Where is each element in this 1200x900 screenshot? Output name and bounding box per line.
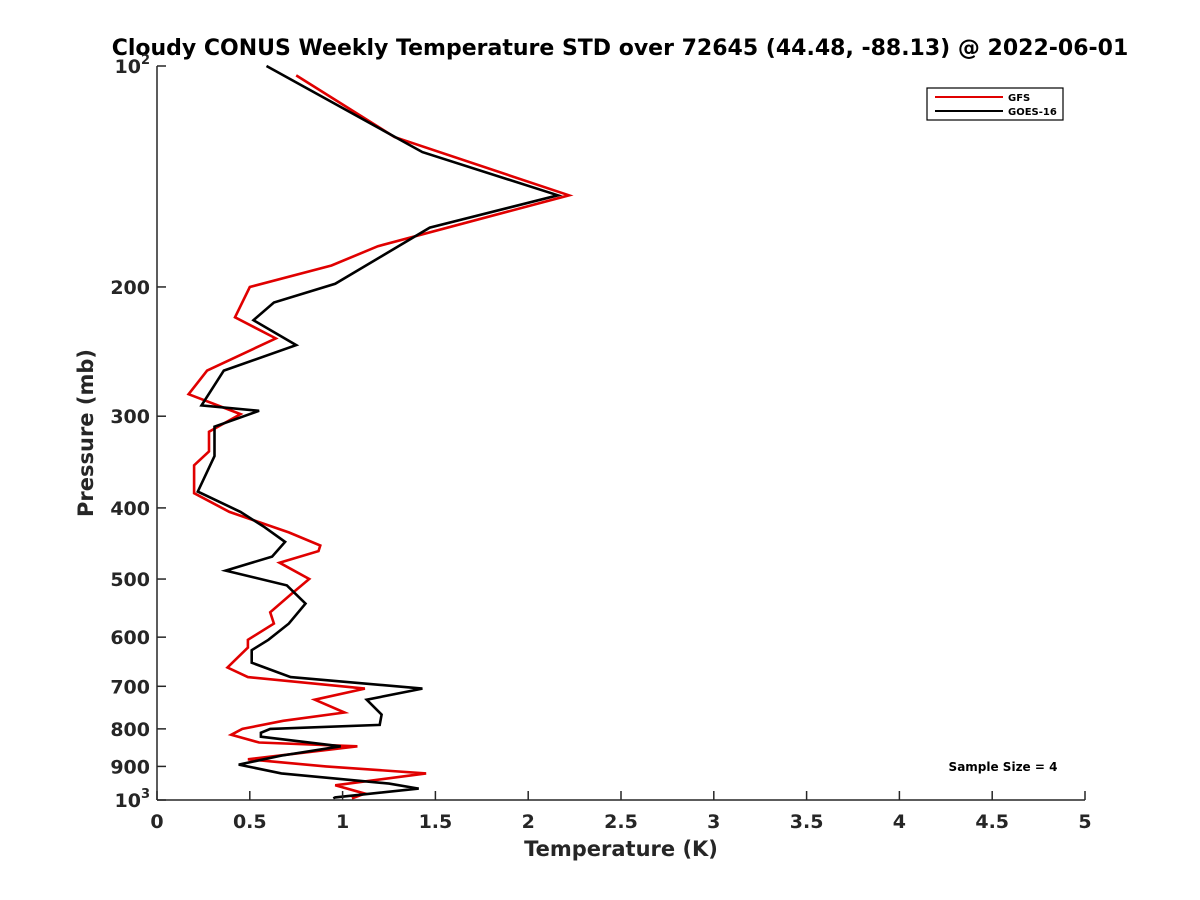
x-tick-label: 3.5: [790, 811, 824, 833]
x-tick-label: 4.5: [975, 811, 1009, 833]
y-tick-label: 400: [110, 498, 150, 520]
legend: GFS GOES-16: [926, 87, 1064, 121]
x-tick-label: 5: [1078, 811, 1091, 833]
series-line-goes16: [196, 64, 563, 800]
x-axis-label: Temperature (K): [524, 837, 718, 861]
x-tick-label: 1: [336, 811, 349, 833]
x-tick-label: 4: [893, 811, 906, 833]
x-ticks: 0 0.5 1 1.5 2 2.5 3 3.5 4 4.5 5: [150, 791, 1092, 833]
x-tick-label: 1.5: [419, 811, 453, 833]
plot-area: 0 0.5 1 1.5 2 2.5 3 3.5 4 4.5 5 102 200 300 400 500 600…: [110, 53, 1091, 833]
sample-size-annotation: Sample Size = 4: [949, 760, 1058, 774]
x-tick-label: 3: [707, 811, 720, 833]
series-layer: [186, 64, 574, 800]
y-tick-label: 700: [110, 676, 150, 698]
x-tick-label: 0: [150, 811, 163, 833]
axes-frame: [157, 66, 1085, 800]
y-tick-label: 900: [110, 756, 150, 778]
x-tick-label: 2: [522, 811, 535, 833]
y-tick-label: 200: [110, 277, 150, 299]
legend-label-goes16: GOES-16: [1008, 107, 1057, 118]
y-tick-label: 102: [115, 53, 151, 78]
x-tick-label: 0.5: [233, 811, 267, 833]
y-axis-label: Pressure (mb): [74, 349, 98, 517]
chart-title: Cloudy CONUS Weekly Temperature STD over…: [112, 36, 1129, 61]
y-tick-label: 600: [110, 627, 150, 649]
y-tick-label: 103: [115, 787, 151, 812]
legend-box: [926, 87, 1064, 121]
legend-label-gfs: GFS: [1008, 93, 1030, 104]
y-tick-label: 500: [110, 569, 150, 591]
y-tick-label: 300: [110, 406, 150, 428]
x-tick-label: 2.5: [604, 811, 638, 833]
series-line-gfs: [186, 74, 574, 800]
y-tick-label: 800: [110, 719, 150, 741]
y-ticks: 102 200 300 400 500 600 700 800 900 103: [110, 53, 166, 812]
